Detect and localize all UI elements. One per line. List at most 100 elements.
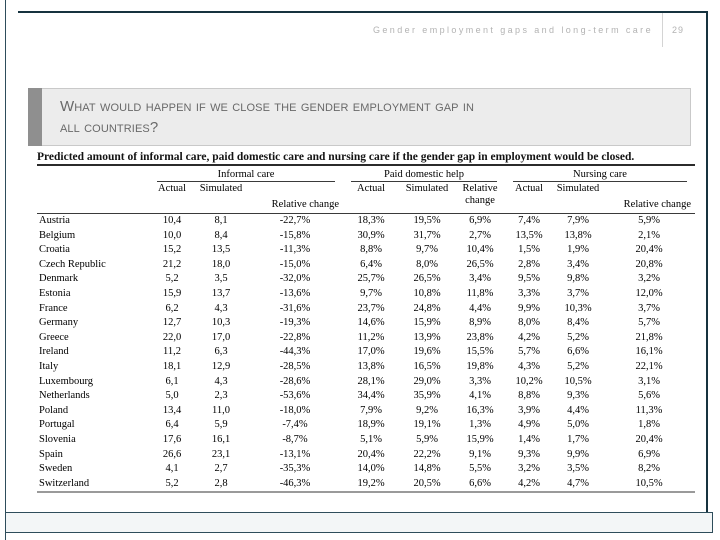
value-cell: 3,3%	[469, 375, 491, 387]
value-cell: 13,8%	[564, 229, 592, 241]
country-cell: France	[39, 302, 68, 314]
value-cell: 8,0%	[416, 258, 438, 270]
value-cell: 14,6%	[357, 317, 385, 329]
value-cell: 5,0%	[567, 419, 589, 431]
value-cell: 8,9%	[469, 317, 491, 329]
value-cell: 3,7%	[638, 302, 660, 314]
table-row: Slovenia 17,6 16,1 -8,7% 5,1% 5,9% 15,9% 1,4% 1,…	[37, 433, 695, 448]
value-cell: 4,3%	[518, 360, 540, 372]
value-cell: 3,3%	[518, 287, 540, 299]
value-cell: 4,3	[214, 302, 228, 314]
value-cell: 1,7%	[567, 433, 589, 445]
group-paid-domestic-help: Paid domestic help	[343, 166, 505, 182]
value-cell: 9,2%	[416, 404, 438, 416]
value-cell: 28,1%	[357, 375, 385, 387]
table-row: Germany 12,7 10,3 -19,3% 14,6% 15,9% 8,9% 8,0% 8…	[37, 316, 695, 331]
value-cell: 4,4%	[469, 302, 491, 314]
nursing-simulated-header: Simulated	[553, 182, 603, 214]
value-cell: 5,2	[165, 273, 179, 285]
table-row: Netherlands 5,0 2,3 -53,6% 34,4% 35,9% 4,1% 8,8…	[37, 389, 695, 404]
value-cell: 10,4	[162, 215, 182, 226]
slide-frame-top	[18, 11, 708, 13]
value-cell: 11,2%	[357, 331, 385, 343]
running-header-text: Gender employment gaps and long-term car…	[372, 25, 653, 35]
value-cell: 8,0%	[518, 317, 540, 329]
value-cell: 24,8%	[413, 302, 441, 314]
value-cell: 22,2%	[413, 448, 441, 460]
value-cell: -15,8%	[279, 229, 311, 241]
value-cell: -19,3%	[279, 317, 311, 329]
table-row: Portugal 6,4 5,9 -7,4% 18,9% 19,1% 1,3% 4,9% 5,0…	[37, 418, 695, 433]
country-cell: Belgium	[39, 229, 76, 241]
value-cell: 1,3%	[469, 419, 491, 431]
value-cell: 6,9%	[469, 215, 491, 226]
value-cell: 14,0%	[357, 463, 385, 475]
value-cell: 19,6%	[413, 346, 441, 358]
paid-simulated-header: Simulated	[399, 182, 455, 214]
value-cell: 5,2	[149, 476, 195, 494]
value-cell: 3,9%	[518, 404, 540, 416]
table-row: Denmark 5,2 3,5 -32,0% 25,7% 26,5% 3,4% 9,5% 9,8…	[37, 272, 695, 287]
value-cell: 29,0%	[413, 375, 441, 387]
value-cell: 20,4%	[357, 448, 385, 460]
value-cell: -8,7%	[282, 433, 308, 445]
value-cell: 15,5%	[466, 346, 494, 358]
table-row: Spain 26,6 23,1 -13,1% 20,4% 22,2% 9,1% 9,3% 9,9…	[37, 448, 695, 463]
value-cell: 3,7%	[567, 287, 589, 299]
value-cell: 17,0	[211, 331, 231, 343]
value-cell: -7,4%	[282, 419, 308, 431]
value-cell: 15,9%	[413, 317, 441, 329]
value-cell: 31,7%	[413, 229, 441, 241]
value-cell: 21,2	[162, 258, 182, 270]
country-cell: Spain	[39, 448, 63, 460]
table-row: Croatia 15,2 13,5 -11,3% 8,8% 9,7% 10,4% 1,5% 1,…	[37, 243, 695, 258]
value-cell: 5,9	[214, 419, 228, 431]
group-nursing-care: Nursing care	[505, 166, 695, 182]
value-cell: 19,2%	[343, 476, 399, 494]
table-row: Switzerland 5,2 2,8 -46,3% 19,2% 20,5% 6,6% 4,2…	[37, 476, 695, 494]
value-cell: 8,4%	[567, 317, 589, 329]
table-body: Austria 10,4 8,1 -22,7% 18,3% 19,5% 6,9% 7,4% 7,…	[37, 214, 695, 494]
value-cell: 23,7%	[357, 302, 385, 314]
value-cell: 2,8	[195, 476, 247, 494]
informal-relative-change-header: Relative change	[247, 182, 343, 214]
value-cell: 1,8%	[638, 419, 660, 431]
value-cell: 4,4%	[567, 404, 589, 416]
value-cell: -22,7%	[279, 215, 311, 226]
value-cell: 22,0	[162, 331, 182, 343]
value-cell: 3,5%	[567, 463, 589, 475]
value-cell: 6,4	[165, 419, 179, 431]
value-cell: 5,7%	[518, 346, 540, 358]
value-cell: 10,4%	[466, 244, 494, 256]
table-row: France 6,2 4,3 -31,6% 23,7% 24,8% 4,4% 9,9% 10,3…	[37, 302, 695, 317]
sub-header-row: Actual Simulated Relative change Actual …	[37, 182, 695, 214]
value-cell: 14,8%	[413, 463, 441, 475]
country-cell: Italy	[39, 360, 59, 372]
country-header-spacer	[37, 166, 149, 182]
value-cell: 4,1%	[469, 390, 491, 402]
value-cell: 1,9%	[567, 244, 589, 256]
value-cell: 7,9%	[567, 215, 589, 226]
country-cell: Austria	[39, 215, 70, 226]
header-divider	[661, 13, 663, 47]
country-cell: Netherlands	[39, 390, 90, 402]
value-cell: -28,6%	[279, 375, 311, 387]
value-cell: 19,1%	[413, 419, 441, 431]
slide-left-edge	[5, 0, 6, 540]
value-cell: 6,6%	[455, 476, 505, 494]
value-cell: 16,5%	[413, 360, 441, 372]
value-cell: 3,5	[214, 273, 228, 285]
value-cell: 5,5%	[469, 463, 491, 475]
value-cell: 5,1%	[360, 433, 382, 445]
value-cell: 9,3%	[567, 390, 589, 402]
value-cell: 17,0%	[357, 346, 385, 358]
value-cell: 15,2	[162, 244, 182, 256]
value-cell: 11,8%	[466, 287, 494, 299]
value-cell: 9,1%	[469, 448, 491, 460]
value-cell: 10,0	[162, 229, 182, 241]
paid-relative-change-header: Relative change	[455, 182, 505, 214]
care-table: Informal care Paid domestic help Nursing…	[37, 166, 695, 494]
value-cell: 9,5%	[518, 273, 540, 285]
value-cell: 9,7%	[416, 244, 438, 256]
paid-actual-header: Actual	[343, 182, 399, 214]
